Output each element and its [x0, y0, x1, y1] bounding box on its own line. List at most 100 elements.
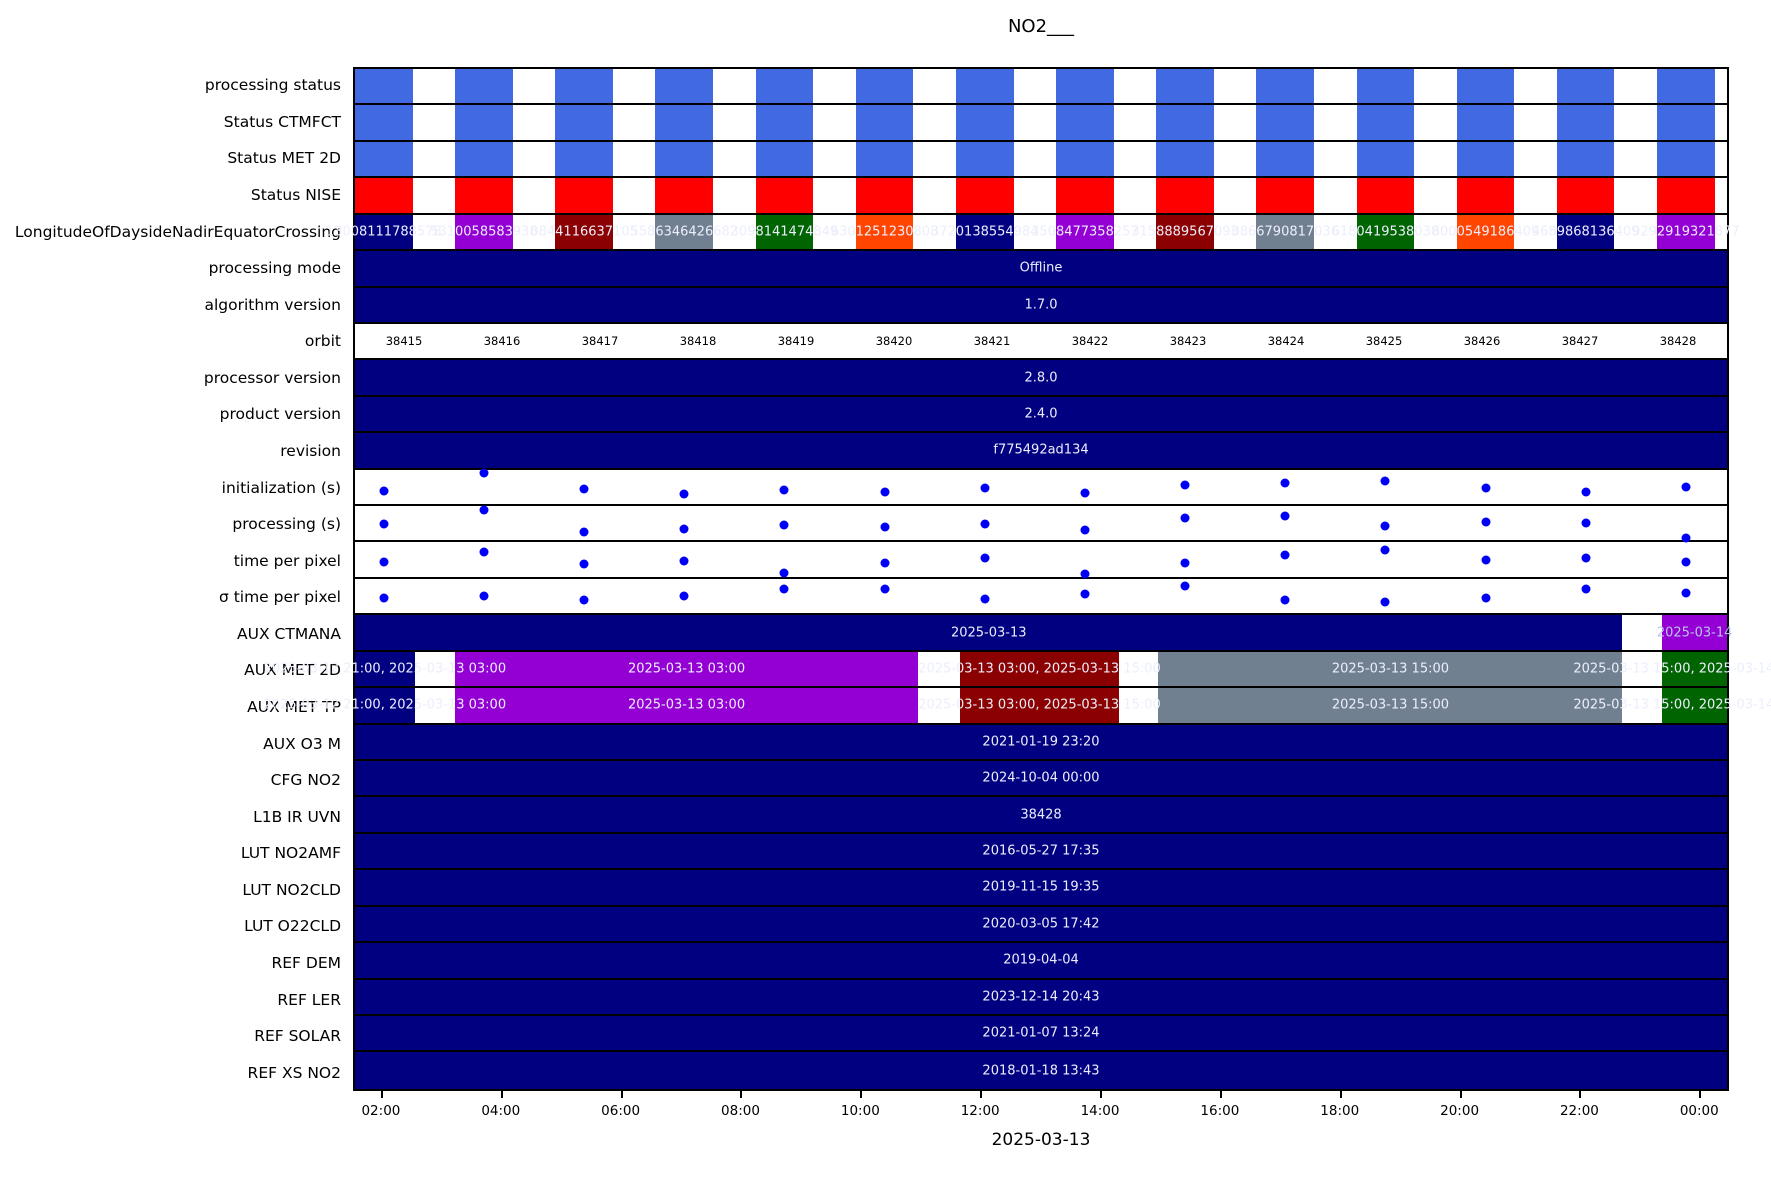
row-label: AUX MET TP	[247, 697, 341, 716]
data-point	[679, 591, 689, 601]
data-point	[1481, 483, 1491, 493]
tick-mark	[1339, 1091, 1342, 1098]
tick-label: 10:00	[840, 1103, 880, 1119]
status-block	[1456, 178, 1515, 213]
orbit-number: 38427	[1561, 334, 1599, 349]
status-block	[655, 141, 714, 177]
orbit-number: 38426	[1463, 334, 1501, 349]
longitude-value: 6180419538038	[1331, 224, 1440, 240]
band-text: 2025-03-13 15:00, 2025-03-14 03:00	[1573, 697, 1771, 713]
x-axis-label: 2025-03-13	[991, 1130, 1091, 1150]
band-segment	[1158, 651, 1623, 687]
row-full: 2021-01-07 13:24	[355, 1015, 1727, 1053]
row-full: 2018-01-18 13:43	[355, 1052, 1727, 1089]
band-text: 2025-03-14	[1656, 625, 1733, 641]
tick-mark	[500, 1091, 503, 1098]
status-block	[1256, 105, 1314, 140]
x-axis: 02:00 04:00 06:00 08:00 10:00 12:00 14:00 16:00…	[353, 1091, 1729, 1151]
status-block	[755, 141, 814, 177]
data-point	[379, 593, 389, 603]
tick-mark	[1579, 1091, 1582, 1098]
band-text: 2016-05-27 17:35	[982, 843, 1100, 859]
data-point	[479, 505, 489, 515]
row-full: f775492ad134	[355, 433, 1727, 470]
data-point	[779, 584, 789, 594]
tick-mark	[980, 1091, 983, 1098]
data-point	[1681, 533, 1691, 543]
status-block	[755, 69, 814, 104]
status-block	[955, 214, 1014, 250]
longitude-value: 0844116637105	[530, 224, 638, 240]
row-label: L1B IR UVN	[253, 807, 341, 826]
row-label: processing status	[204, 76, 341, 95]
data-point	[779, 568, 789, 578]
chart-title: NO2___	[1007, 16, 1075, 37]
plot-area: 13008111788578 5310058583938 0844116637105…	[264, 67, 1771, 1091]
data-point	[1380, 597, 1390, 607]
data-point	[379, 486, 389, 496]
data-point	[1681, 588, 1691, 598]
status-block	[1356, 105, 1415, 140]
data-point	[880, 487, 890, 497]
tick-label: 02:00	[361, 1103, 401, 1119]
tick-mark	[860, 1091, 863, 1098]
row-label: time per pixel	[233, 551, 341, 570]
data-point	[1180, 513, 1190, 523]
tick-label: 16:00	[1200, 1103, 1240, 1119]
status-block	[1356, 214, 1415, 250]
row-label: product version	[219, 405, 341, 424]
band-segment	[454, 688, 919, 723]
band-text: Offline	[1019, 260, 1063, 276]
data-point	[1280, 511, 1290, 521]
status-block	[1356, 69, 1415, 104]
row-segments: 2025-03-13 2025-03-14	[355, 615, 1732, 652]
tick-mark	[1459, 1091, 1462, 1098]
longitude-value: 8000549186409	[1431, 224, 1540, 240]
orbit-number: 38415	[385, 334, 423, 349]
status-block	[1456, 105, 1515, 140]
orbit-number: 38425	[1365, 334, 1403, 349]
data-point	[1180, 581, 1190, 591]
data-point	[1481, 555, 1491, 565]
row-label: AUX O3 M	[263, 734, 341, 753]
status-block	[655, 69, 714, 104]
orbit-number: 38421	[973, 334, 1011, 349]
row-label: initialization (s)	[221, 478, 341, 497]
data-point	[579, 484, 589, 494]
band-text: 2025-03-12 21:00, 2025-03-13 03:00	[263, 661, 507, 677]
data-point	[1180, 558, 1190, 568]
status-block	[355, 141, 413, 177]
longitude-value: 13008111788578	[325, 224, 442, 240]
band-text: 2020-03-05 17:42	[982, 916, 1100, 932]
status-block	[1056, 178, 1114, 213]
tick-label: 20:00	[1440, 1103, 1480, 1119]
status-block	[1256, 214, 1314, 250]
data-point	[1080, 589, 1090, 599]
data-point	[1581, 518, 1591, 528]
data-point	[880, 522, 890, 532]
data-point	[1080, 569, 1090, 579]
status-block	[1256, 69, 1314, 104]
data-point	[1180, 480, 1190, 490]
data-point	[1080, 525, 1090, 535]
row-full: 2024-10-04 00:00	[355, 761, 1727, 798]
data-point	[1280, 478, 1290, 488]
status-block	[1356, 178, 1415, 213]
row-label: AUX CTMANA	[237, 624, 341, 643]
status-block	[555, 69, 613, 104]
data-point	[1280, 550, 1290, 560]
status-block	[555, 105, 613, 140]
data-point	[1380, 476, 1390, 486]
status-block	[1056, 141, 1114, 177]
tick-label: 12:00	[960, 1103, 1000, 1119]
row-label: processing (s)	[232, 515, 341, 534]
status-block	[1156, 178, 1214, 213]
data-point	[1581, 487, 1591, 497]
data-point	[479, 547, 489, 557]
row-label: LUT NO2AMF	[240, 844, 341, 863]
orbit-number: 38424	[1267, 334, 1305, 349]
longitude-value: 5310058583938	[430, 224, 538, 240]
tick-label: 18:00	[1320, 1103, 1360, 1119]
status-block	[855, 214, 914, 250]
band-text: 1.7.0	[1024, 297, 1058, 313]
